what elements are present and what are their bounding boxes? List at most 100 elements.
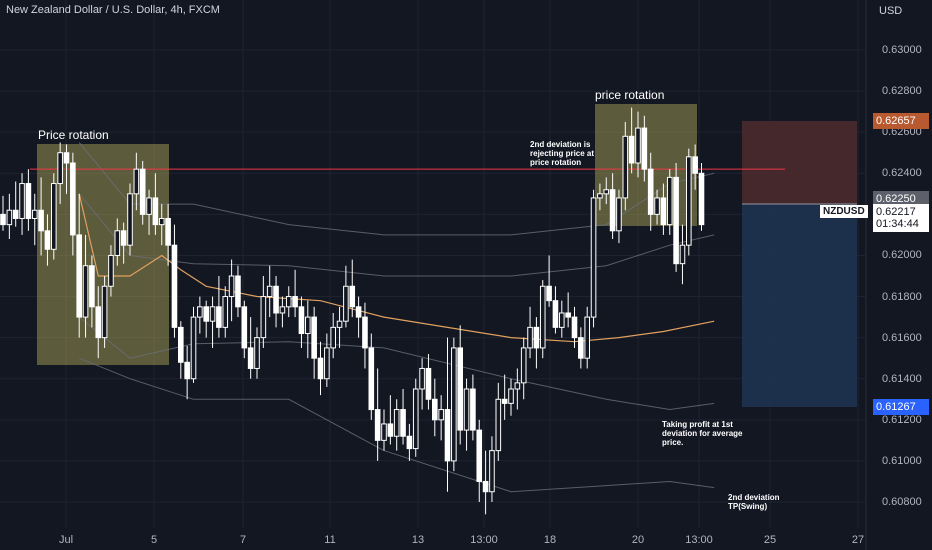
time-tick-label: 20 [631,534,645,546]
profit-zone [742,121,857,204]
candle-body [400,409,406,437]
candle-body [482,480,489,493]
candle-body [241,306,248,349]
candle-body [692,156,698,174]
candle-body [457,347,463,431]
candle-body [412,388,419,450]
candle-body [603,189,610,195]
candle-body [298,306,305,335]
price-tick-label: 0.62400 [882,167,922,180]
candle-body [552,300,559,328]
candle-body [178,326,184,363]
zone1-label: Price rotation [38,128,109,142]
candle-body [635,127,641,164]
candle-body [444,409,451,462]
entry-price-badge: 0.62250 [873,191,929,207]
candle-body [571,316,578,339]
candle-body [57,152,63,185]
candle-body [355,306,362,318]
candle-body [628,135,635,164]
time-tick-label: 18 [543,534,557,546]
candle-body [362,316,368,349]
candle-body [349,285,356,308]
symbol-badge: NZDUSD [820,205,868,218]
candle-body [616,197,622,232]
candle-body [158,217,165,226]
time-tick-label: 25 [763,534,777,546]
candle-body [578,337,584,359]
candle-body [432,398,438,421]
candle-body [406,435,413,450]
candle-body [666,176,673,226]
risk-zone [742,204,857,407]
candle-body [527,326,533,349]
candle-body [114,230,121,256]
price-tick-label: 0.61400 [882,372,922,385]
candle-body [374,409,381,441]
candle-body [539,285,546,349]
candle-body [546,285,552,302]
candle-body [609,189,616,232]
candle-body [165,217,171,246]
candle-body [317,357,324,380]
candle-body [51,183,57,250]
price-tick-label: 0.61600 [882,331,922,344]
price-tick-label: 0.61000 [882,454,922,467]
candle-body [463,388,470,431]
note-rejection: 2nd deviation is rejecting price at pric… [530,140,595,167]
deviation-band [78,316,715,411]
chart-title: New Zealand Dollar / U.S. Dollar, 4h, FX… [6,4,220,16]
candle-body [584,316,591,359]
candle-body [622,135,629,199]
candle-body [438,409,444,421]
candle-body [381,423,387,441]
candle-body [533,326,540,349]
candle-body [19,183,25,219]
candle-body [393,409,400,437]
time-tick-label: 13:00 [470,534,498,546]
candle-body [101,285,108,339]
candle-body [0,213,6,226]
candle-body [133,168,140,195]
price-tick-label: 0.62000 [882,249,922,262]
candle-body [12,209,19,219]
candle-body [343,285,349,322]
candle-body [311,316,317,359]
candle-body [590,197,597,318]
zone2-label: price rotation [595,88,665,102]
candle-body [197,306,203,318]
time-tick-label: 7 [239,534,247,546]
price-tick-label: 0.63000 [882,44,922,56]
candle-body [451,347,457,462]
candle-body [260,296,267,339]
candle-body [501,398,508,404]
candle-body [368,347,375,411]
candle-body [146,197,152,215]
bar-countdown: 01:34:44 [876,218,919,230]
candle-body [285,296,292,308]
candle-body [470,388,476,431]
candle-body [247,347,254,369]
stop-loss-badge: 0.61267 [873,399,929,415]
candle-body [419,367,425,390]
candle-body [673,176,679,265]
candle-body [209,306,216,322]
candle-body [127,193,133,246]
time-tick-label: Jul [58,534,74,546]
candle-body [139,168,146,215]
candle-body [38,209,44,232]
candle-body [679,244,686,265]
candle-body [292,296,298,308]
candle-body [190,316,197,380]
candle-body [686,156,692,246]
candle-body [31,209,38,219]
candle-body [489,450,495,493]
candle-body [222,296,229,328]
note-tp2: 2nd deviation TP(Swing) [728,493,780,511]
deviation-band [78,193,715,277]
candle-body [108,254,114,287]
price-tick-label: 0.61800 [882,290,922,303]
candle-body [171,244,178,328]
candle-body [476,429,483,482]
